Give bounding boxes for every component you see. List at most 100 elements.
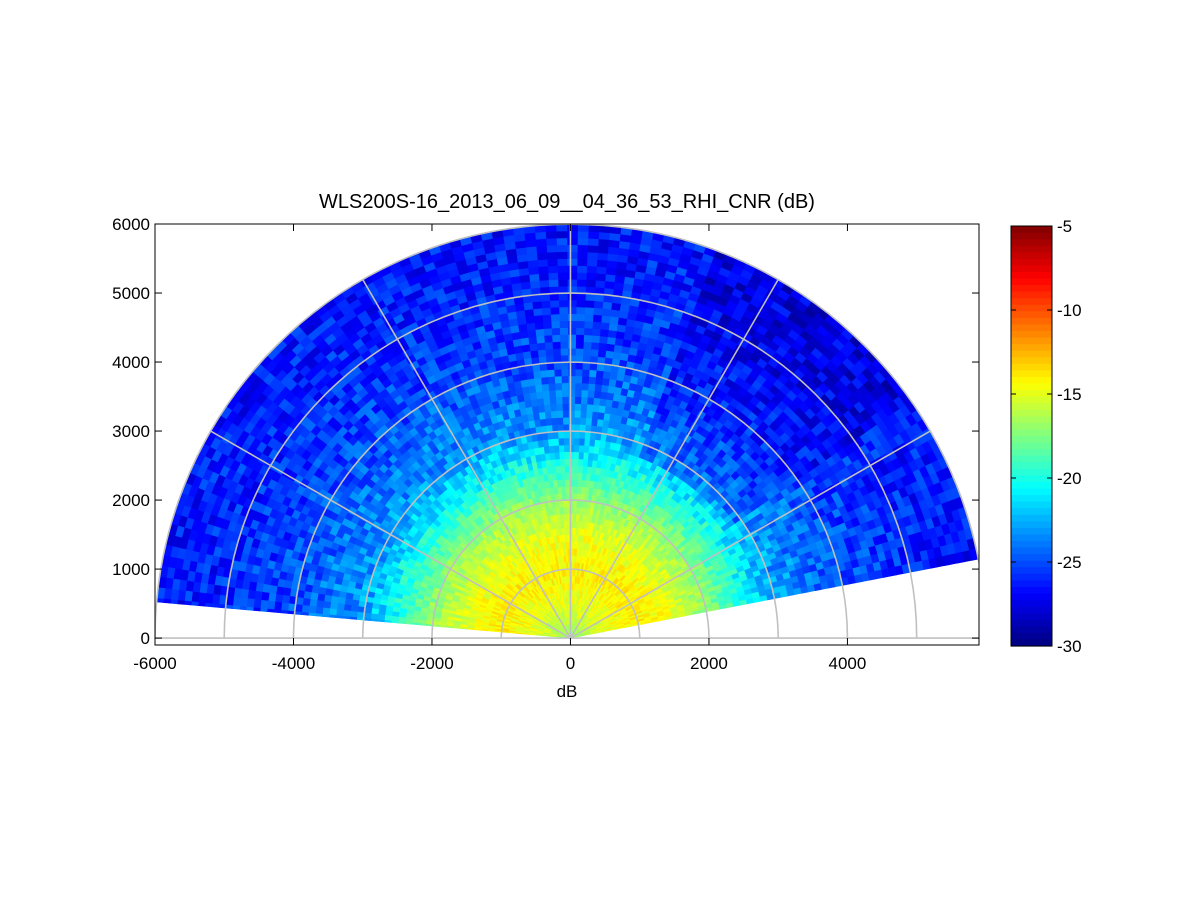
heatmap-cell (575, 313, 585, 322)
heatmap-cell (573, 451, 579, 460)
heatmap-cell (564, 472, 570, 480)
heatmap-cell (537, 349, 547, 358)
heatmap-cell (536, 342, 546, 351)
heatmap-cell (568, 451, 575, 459)
heatmap-cell (598, 342, 608, 351)
heatmap-cell (574, 368, 583, 377)
heatmap-cell (553, 368, 562, 377)
heatmap-cell (527, 266, 539, 275)
heatmap-cell (605, 343, 615, 352)
heatmap-cell (565, 499, 570, 508)
heatmap-cell (576, 272, 587, 280)
heatmap-cell (597, 411, 605, 421)
heatmap-cell (559, 458, 565, 467)
heatmap-cell (562, 410, 569, 418)
heatmap-cell (554, 375, 562, 384)
heatmap-cell (535, 335, 545, 344)
heatmap-cell (557, 285, 568, 294)
heatmap-cell (578, 444, 585, 453)
heatmap-cell (587, 383, 596, 392)
heatmap-cell (572, 499, 577, 508)
heatmap-cell (535, 238, 547, 247)
heatmap-cell (562, 416, 569, 425)
heatmap-cell (563, 451, 570, 460)
heatmap-cell (602, 370, 611, 380)
heatmap-cell (555, 403, 563, 412)
heatmap-cell (564, 485, 570, 494)
heatmap-cell (575, 506, 580, 515)
heatmap-cell (561, 396, 569, 404)
heatmap-cell (550, 320, 560, 329)
heatmap-cell (592, 307, 603, 316)
heatmap-cell (532, 307, 543, 317)
heatmap-cell (554, 382, 563, 391)
heatmap-cell (574, 375, 583, 384)
heatmap-cell (567, 327, 577, 335)
heatmap-cell (597, 245, 609, 254)
heatmap-cell (599, 391, 608, 400)
heatmap-cell (573, 416, 581, 425)
heatmap-cell (546, 244, 558, 253)
heatmap-cell (547, 376, 556, 385)
heatmap-cell (581, 368, 590, 377)
heatmap-cell (581, 375, 590, 384)
heatmap-cell (576, 251, 588, 260)
heatmap-cell (596, 259, 608, 268)
heatmap-cell (576, 292, 586, 301)
heatmap-cell (566, 230, 578, 239)
heatmap-cell (546, 369, 555, 378)
heatmap-cell (554, 389, 563, 398)
heatmap-cell (557, 265, 568, 273)
heatmap-cell (558, 313, 568, 322)
heatmap-cell (547, 382, 556, 391)
heatmap-cell (584, 313, 594, 322)
heatmap-cell (549, 403, 557, 412)
heatmap-cell (547, 272, 559, 281)
heatmap-cell (576, 492, 581, 501)
heatmap-cell (549, 306, 560, 315)
heatmap-cell (567, 285, 577, 294)
heatmap-cell (575, 347, 584, 356)
heatmap-cell (568, 396, 575, 404)
heatmap-cell (526, 252, 538, 262)
heatmap-cell (542, 320, 552, 330)
heatmap-cell (541, 390, 550, 399)
heatmap-cell (577, 230, 589, 239)
heatmap-cell (600, 314, 611, 324)
heatmap-cell (562, 423, 569, 432)
heatmap-cell (566, 244, 578, 252)
heatmap-cell (581, 472, 587, 481)
heatmap-cell (590, 334, 600, 344)
heatmap-cell (568, 430, 575, 439)
heatmap-cell (582, 341, 592, 350)
heatmap-cell (527, 336, 538, 345)
heatmap-cell (547, 265, 558, 274)
heatmap-cell (527, 259, 539, 269)
heatmap-cell (560, 361, 569, 370)
heatmap-cell (528, 273, 540, 282)
heatmap-cell (584, 299, 595, 308)
heatmap-cell (565, 506, 570, 515)
heatmap-cell (572, 520, 576, 529)
heatmap-cell (567, 292, 577, 301)
heatmap-cell (574, 396, 582, 404)
heatmap-cell (576, 265, 588, 273)
heatmap-cell (593, 300, 604, 309)
heatmap-cell (566, 251, 578, 259)
heatmap-cell (546, 258, 558, 267)
heatmap-cell (558, 299, 568, 308)
heatmap-cell (557, 278, 568, 287)
heatmap-cell (560, 375, 569, 384)
heatmap-cell (533, 314, 544, 323)
heatmap-cell (568, 423, 575, 432)
heatmap-cell (559, 327, 569, 335)
heatmap-cell (596, 252, 608, 261)
heatmap-cell (573, 444, 580, 453)
heatmap-cell (567, 361, 576, 370)
heatmap-cell (592, 397, 601, 406)
heatmap-cell (582, 458, 589, 467)
heatmap-cell (529, 280, 541, 289)
heatmap-cell (594, 383, 603, 392)
heatmap-cell (585, 410, 593, 419)
heatmap-cell (599, 328, 609, 338)
